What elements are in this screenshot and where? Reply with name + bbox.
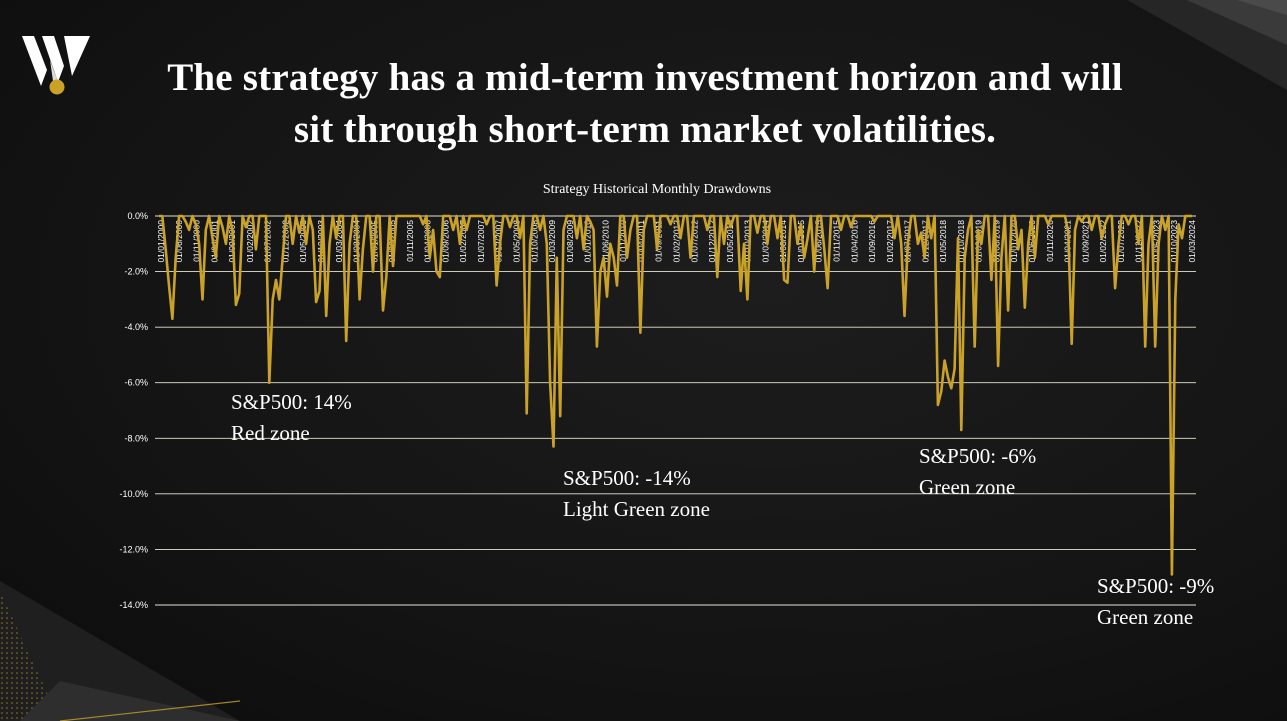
x-tick-label: 01/02/2002 (245, 220, 255, 263)
x-tick-label: 01/02/2012 (672, 220, 682, 263)
x-tick-label: 01/12/2002 (280, 220, 290, 263)
x-tick-label: 01/09/2006 (440, 220, 450, 263)
x-tick-label: 01/11/2015 (831, 220, 841, 262)
x-tick-label: 01/03/2009 (547, 220, 557, 263)
annotation-zone: Red zone (231, 421, 310, 445)
x-tick-label: 01/03/2014 (760, 220, 770, 263)
x-tick-label: 01/06/2015 (814, 220, 824, 263)
w-logo-icon (22, 36, 90, 95)
y-tick-label: -12.0% (119, 544, 148, 554)
x-tick-label: 01/09/2021 (1080, 220, 1090, 263)
x-tick-label: 01/06/2010 (600, 220, 610, 263)
x-tick-label: 01/11/2010 (618, 220, 628, 262)
chart-title: Strategy Historical Monthly Drawdowns (543, 182, 771, 197)
annotation-label: S&P500: -14% (563, 466, 691, 490)
x-tick-label: 01/10/2023 (1169, 220, 1179, 263)
x-tick-label: 01/02/2022 (1098, 220, 1108, 263)
x-tick-label: 01/05/2008 (512, 220, 522, 263)
x-tick-label: 01/11/2005 (405, 220, 415, 262)
x-tick-label: 01/07/2012 (689, 220, 699, 263)
y-tick-label: 0.0% (127, 211, 148, 221)
x-tick-label: 01/04/2011 (636, 220, 646, 262)
annotation-label: S&P500: -6% (919, 444, 1037, 468)
corner-decoration-bottom-left (0, 581, 240, 721)
x-tick-label: 01/06/2000 (174, 220, 184, 263)
annotation-zone: Green zone (1097, 605, 1194, 629)
slide-title-line-1: The strategy has a mid-term investment h… (167, 56, 1123, 99)
annotation-zone: Green zone (919, 475, 1016, 499)
x-tick-label: 01/01/2020 (1009, 220, 1019, 263)
annotation-light-green-zone: S&P500: -14% Light Green zone (563, 463, 710, 525)
y-tick-label: -10.0% (119, 489, 148, 499)
x-tick-label: 01/06/2020 (1027, 220, 1037, 263)
x-tick-label: 01/12/2012 (707, 220, 717, 263)
annotation-label: S&P500: -9% (1097, 574, 1215, 598)
x-tick-label: 01/12/2007 (494, 220, 504, 263)
x-tick-label: 01/10/2013 (743, 220, 753, 263)
annotation-green-zone-2023: S&P500: -9% Green zone (1097, 571, 1214, 633)
drawdown-series-line (159, 214, 1192, 576)
x-tick-label: 01/05/2003 (298, 220, 308, 263)
annotation-green-zone-2018: S&P500: -6% Green zone (919, 441, 1036, 503)
x-tick-label: 01/09/2016 (867, 220, 877, 263)
x-tick-label: 01/07/2007 (476, 220, 486, 263)
annotation-zone: Light Green zone (563, 497, 710, 521)
x-tick-label: 01/03/2004 (334, 220, 344, 263)
slide-title: The strategy has a mid-term investment h… (95, 52, 1195, 156)
annotation-red-zone: S&P500: 14% Red zone (231, 387, 352, 449)
x-tick-label: 01/08/2009 (565, 220, 575, 263)
x-tick-label: 01/10/2008 (529, 220, 539, 263)
x-tick-label: 01/02/2017 (885, 220, 895, 263)
annotation-label: S&P500: 14% (231, 390, 352, 414)
y-tick-label: -2.0% (124, 267, 148, 277)
x-tick-label: 01/03/2024 (1187, 220, 1197, 263)
y-tick-label: -14.0% (119, 600, 148, 610)
x-tick-label: 01/05/2023 (1151, 220, 1161, 263)
x-tick-label: 01/07/2022 (1116, 220, 1126, 263)
y-tick-label: -6.0% (124, 378, 148, 388)
x-tick-label: 01/01/2015 (796, 220, 806, 263)
slide-title-line-2: sit through short-term market volatiliti… (293, 108, 997, 151)
x-tick-label: 01/11/2000 (192, 220, 202, 262)
x-tick-label: 01/05/2013 (725, 220, 735, 263)
corner-decoration-top-right (1127, 0, 1287, 90)
x-tick-label: 01/04/2001 (209, 220, 219, 263)
x-tick-label: 01/01/2010 (583, 220, 593, 263)
y-tick-label: -8.0% (124, 433, 148, 443)
x-tick-label: 01/10/2018 (956, 220, 966, 263)
x-tick-label: 01/02/2007 (458, 220, 468, 263)
x-tick-label: 01/05/2018 (938, 220, 948, 263)
x-tick-label: 01/01/2000 (156, 220, 166, 263)
x-tick-label: 01/11/2020 (1045, 220, 1055, 262)
y-tick-label: -4.0% (124, 322, 148, 332)
x-tick-label: 01/04/2016 (849, 220, 859, 263)
